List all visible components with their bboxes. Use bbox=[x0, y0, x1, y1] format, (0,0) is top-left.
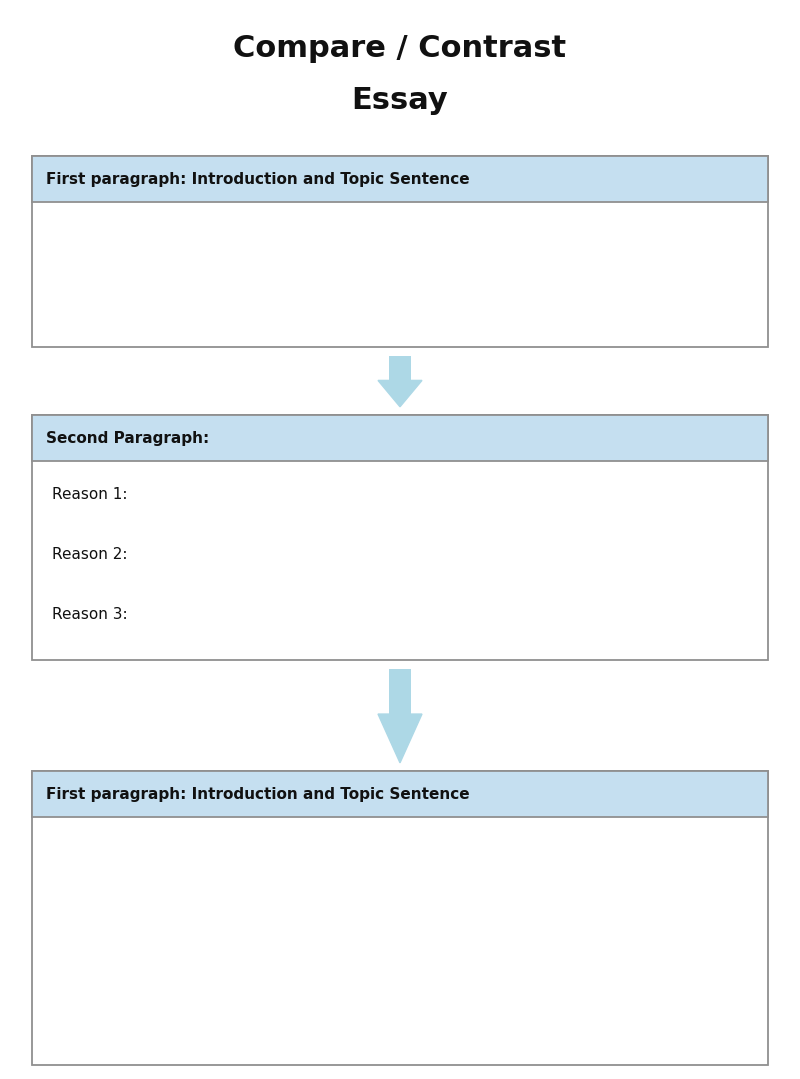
Polygon shape bbox=[378, 714, 422, 763]
Polygon shape bbox=[378, 381, 422, 407]
Text: Second Paragraph:: Second Paragraph: bbox=[46, 431, 210, 446]
Bar bbox=[32, 156, 768, 202]
Bar bbox=[32, 771, 768, 817]
Bar bbox=[389, 669, 411, 714]
Bar bbox=[32, 771, 768, 1065]
Bar bbox=[32, 415, 768, 461]
Text: Essay: Essay bbox=[352, 86, 448, 114]
Text: Reason 3:: Reason 3: bbox=[52, 607, 128, 623]
Text: First paragraph: Introduction and Topic Sentence: First paragraph: Introduction and Topic … bbox=[46, 172, 470, 187]
Text: Reason 2:: Reason 2: bbox=[52, 547, 127, 562]
Text: Compare / Contrast: Compare / Contrast bbox=[234, 35, 566, 63]
Bar bbox=[389, 356, 411, 381]
Text: First paragraph: Introduction and Topic Sentence: First paragraph: Introduction and Topic … bbox=[46, 787, 470, 802]
Bar bbox=[32, 156, 768, 347]
Bar bbox=[32, 415, 768, 660]
Text: Reason 1:: Reason 1: bbox=[52, 487, 127, 502]
